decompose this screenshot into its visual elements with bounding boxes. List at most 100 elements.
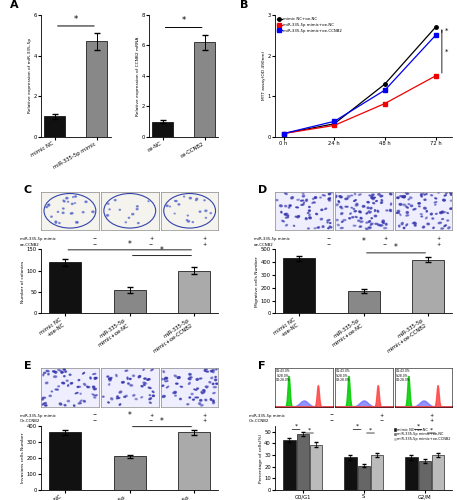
Ellipse shape [188,382,190,384]
Text: *: * [394,243,398,252]
Bar [152,122,173,137]
Ellipse shape [370,224,372,226]
miR-335-5p mimic+oe-NC [281,130,287,136]
Ellipse shape [83,372,85,374]
Ellipse shape [108,384,110,385]
Text: −: − [330,412,334,418]
Ellipse shape [216,369,217,370]
Text: +: + [202,236,206,241]
Ellipse shape [295,216,297,217]
Line: miR-335-5p mimic+oe-CCNB2: miR-335-5p mimic+oe-CCNB2 [282,34,437,136]
Ellipse shape [322,226,324,228]
Ellipse shape [411,205,413,206]
Ellipse shape [406,206,408,208]
Ellipse shape [448,227,450,229]
Ellipse shape [399,225,400,227]
Ellipse shape [289,205,291,206]
Text: D: D [258,184,267,194]
Ellipse shape [382,220,384,222]
Ellipse shape [192,399,194,400]
Ellipse shape [366,228,368,230]
Ellipse shape [377,194,380,195]
Ellipse shape [329,194,330,195]
Circle shape [82,212,84,213]
Ellipse shape [340,196,342,198]
miR-335-5p mimic+oe-NC [331,122,337,128]
Bar [178,432,210,490]
Text: −: − [92,412,96,418]
Circle shape [74,196,76,197]
Ellipse shape [147,378,150,380]
Bar [194,42,215,137]
Ellipse shape [103,396,104,397]
Circle shape [138,222,139,224]
Ellipse shape [189,377,192,378]
Ellipse shape [341,221,343,222]
Text: miR-335-5p mimic: miR-335-5p mimic [254,237,290,241]
Ellipse shape [286,224,287,226]
Ellipse shape [329,222,331,224]
Ellipse shape [152,395,154,396]
Ellipse shape [306,199,308,202]
Text: −: − [92,236,96,241]
Ellipse shape [151,369,153,370]
Text: −: − [149,418,153,424]
Ellipse shape [46,382,48,384]
Ellipse shape [444,225,446,226]
Ellipse shape [307,212,309,214]
Ellipse shape [432,218,434,219]
Bar [283,258,315,314]
Ellipse shape [408,199,409,200]
Text: miR-335-5p mimic: miR-335-5p mimic [20,237,56,241]
Ellipse shape [215,376,216,378]
Ellipse shape [211,377,213,378]
Ellipse shape [349,218,351,219]
Ellipse shape [419,206,420,207]
Ellipse shape [336,204,338,206]
Ellipse shape [84,384,86,386]
Ellipse shape [396,212,399,213]
Ellipse shape [173,392,176,394]
Ellipse shape [63,368,65,370]
Ellipse shape [205,369,207,370]
Circle shape [196,198,198,200]
Bar [348,291,380,314]
Ellipse shape [166,386,169,388]
Text: B: B [239,0,248,10]
Ellipse shape [297,216,299,218]
Ellipse shape [367,207,369,208]
Ellipse shape [400,196,402,197]
Ellipse shape [441,218,444,220]
Ellipse shape [367,202,369,203]
Ellipse shape [382,222,384,224]
Ellipse shape [125,370,128,372]
Y-axis label: Migrative cells Number: Migrative cells Number [255,256,260,306]
Ellipse shape [303,202,304,203]
Ellipse shape [174,375,177,377]
Bar [44,116,65,137]
Ellipse shape [424,194,427,195]
Circle shape [137,206,138,207]
Ellipse shape [215,379,217,380]
Ellipse shape [203,390,205,391]
Ellipse shape [206,386,208,388]
Ellipse shape [317,227,319,228]
Circle shape [166,205,168,206]
Circle shape [175,200,177,202]
Ellipse shape [44,372,46,374]
Ellipse shape [339,196,342,198]
Ellipse shape [149,402,151,404]
Text: miR-335-5p mimic: miR-335-5p mimic [249,414,284,418]
Ellipse shape [189,397,191,398]
Ellipse shape [138,376,141,378]
Ellipse shape [135,398,137,400]
Text: +: + [202,412,206,418]
Text: E: E [24,362,32,372]
Ellipse shape [368,227,371,229]
Ellipse shape [320,197,321,198]
Ellipse shape [301,200,303,201]
Ellipse shape [435,198,437,199]
Ellipse shape [199,378,202,379]
Ellipse shape [430,213,432,215]
Ellipse shape [80,400,82,402]
